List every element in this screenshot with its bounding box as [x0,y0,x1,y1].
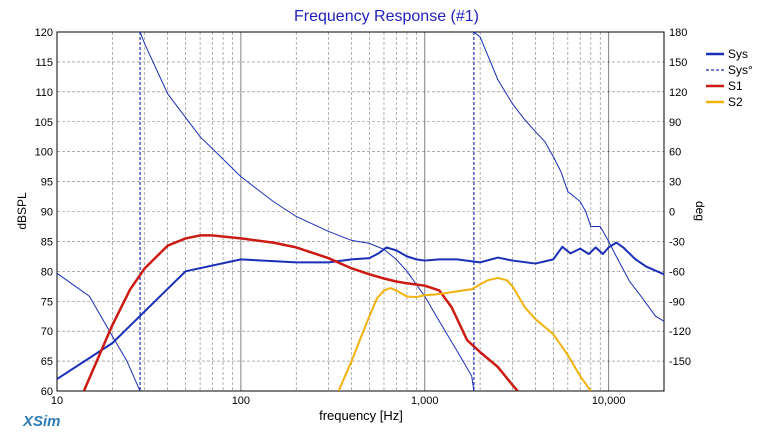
y-tick-label: 115 [35,57,53,69]
y2-tick-label: -120 [669,326,691,338]
y-tick-label: 90 [41,207,53,219]
chart-title: Frequency Response (#1) [294,8,479,25]
legend-label: S1 [728,79,743,93]
x-tick-label: 1,000 [411,395,439,407]
y-tick-label: 85 [41,236,53,248]
series-line-sys-phase [139,32,475,391]
y2-tick-label: 90 [669,117,681,129]
x-axis-label: frequency [Hz] [319,408,403,423]
y2-tick-label: 150 [669,57,687,69]
x-tick-label: 100 [232,395,250,407]
legend-label: S2 [728,95,743,109]
series-line-s2 [337,276,592,391]
y-tick-label: 80 [41,266,53,278]
legend-label: Sys° [728,63,753,77]
y-tick-label: 75 [41,296,53,308]
y2-tick-label: 30 [669,177,681,189]
y2-tick-label: -90 [669,296,685,308]
y-tick-label: 95 [41,177,53,189]
y-tick-label: 105 [35,117,53,129]
y-tick-label: 60 [41,386,53,398]
xsim-logo: XSim [23,413,61,430]
y-axis-label: dBSPL [15,192,29,230]
x-tick-label: 10,000 [592,395,626,407]
y2-tick-label: 120 [669,87,687,99]
y2-tick-label: 60 [669,147,681,159]
y-tick-label: 120 [35,27,53,39]
y2-tick-label: 0 [669,207,675,219]
series-line-sys-phase [473,32,664,322]
series-line-s1 [82,234,519,391]
y-tick-label: 65 [41,356,53,368]
y-tick-label: 100 [35,147,53,159]
y-tick-label: 110 [35,87,53,99]
y2-axis-label: deg [693,201,707,221]
y2-tick-label: -30 [669,236,685,248]
y-tick-label: 70 [41,326,53,338]
y2-tick-label: -60 [669,266,685,278]
legend-label: Sys [728,47,748,61]
x-tick-label: 10 [51,395,63,407]
series-line-sys-phase [57,272,141,391]
plot-frame [56,31,665,392]
y2-tick-label: -150 [669,356,691,368]
y2-tick-label: 180 [669,27,687,39]
